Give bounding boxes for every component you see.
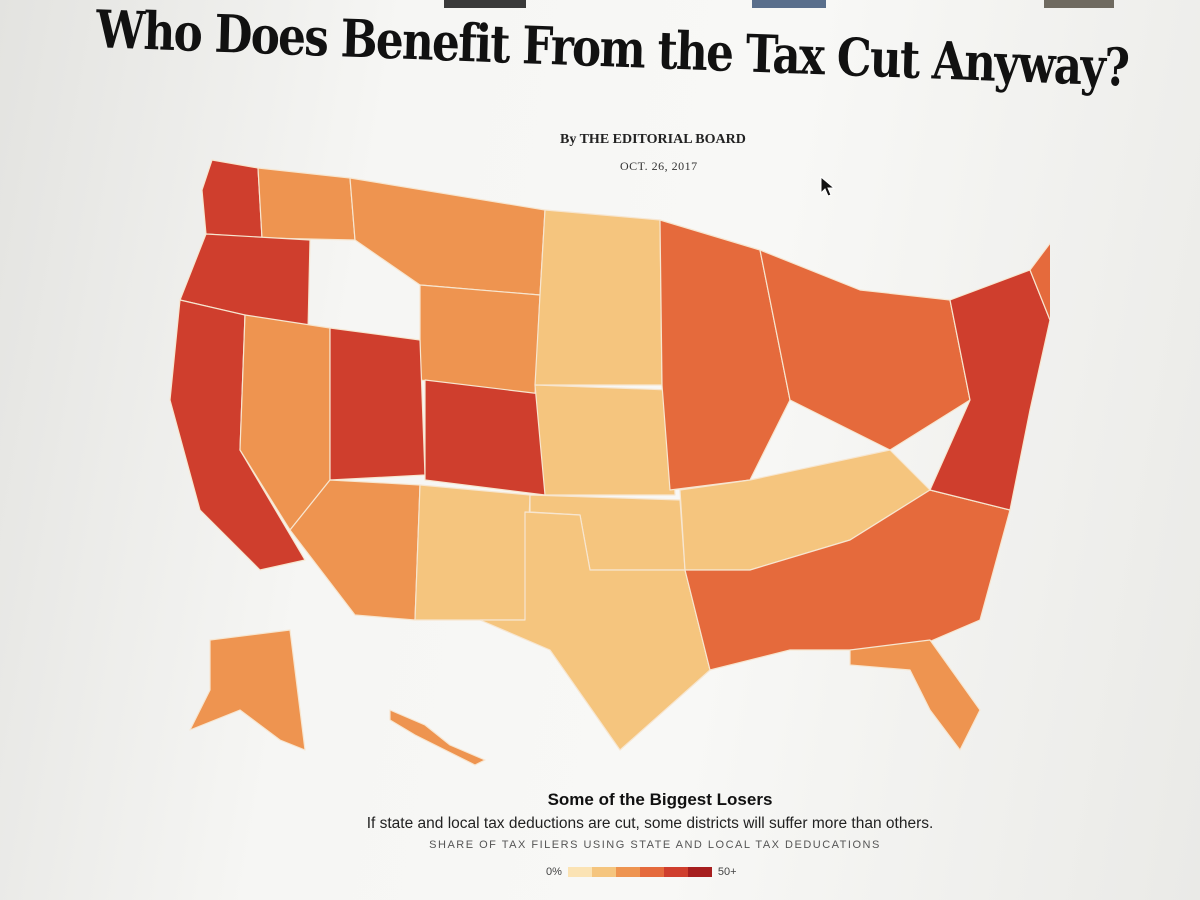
region-nebraska-kansas <box>534 384 676 496</box>
publish-date: OCT. 26, 2017 <box>620 159 698 173</box>
legend-swatches <box>567 867 712 877</box>
legend-min-label: 0% <box>546 866 562 878</box>
mouse-cursor-icon <box>820 176 836 197</box>
thumbnail-image[interactable] <box>752 0 826 8</box>
us-choropleth-map <box>169 159 1050 766</box>
legend-swatch <box>591 867 616 877</box>
thumbnail-image[interactable] <box>1044 0 1114 8</box>
legend-swatch <box>639 867 664 877</box>
region-arizona <box>289 479 421 621</box>
region-hawaii <box>389 709 486 766</box>
legend-swatch <box>687 867 712 877</box>
region-texas <box>479 511 711 751</box>
map-subtitle: Some of the Biggest Losers <box>547 790 773 809</box>
region-idaho <box>257 167 356 241</box>
region-southeast <box>684 489 1011 671</box>
legend-title: SHARE OF TAX FILERS USING STATE AND LOCA… <box>429 839 881 851</box>
map-description: If state and local tax deductions are cu… <box>366 815 934 832</box>
region-alaska <box>189 629 306 751</box>
region-maine <box>1029 242 1050 321</box>
byline: By THE EDITORIAL BOARD <box>560 132 746 147</box>
legend-swatch <box>615 867 640 877</box>
region-new-mexico <box>414 484 531 621</box>
region-wa-west <box>201 159 263 239</box>
region-dakotas <box>534 209 663 386</box>
thumbnail-strip <box>0 0 1200 10</box>
region-utah <box>329 327 426 481</box>
region-florida <box>849 639 981 751</box>
legend-swatch <box>663 867 688 877</box>
legend-max-label: 50+ <box>717 866 737 878</box>
region-wyoming <box>419 284 541 396</box>
region-colorado <box>424 379 551 496</box>
region-montana <box>349 177 546 296</box>
region-great-lakes <box>759 249 971 451</box>
thumbnail-image[interactable] <box>444 0 526 8</box>
legend-swatch <box>567 867 592 877</box>
color-legend: 0% 50+ <box>540 866 743 878</box>
